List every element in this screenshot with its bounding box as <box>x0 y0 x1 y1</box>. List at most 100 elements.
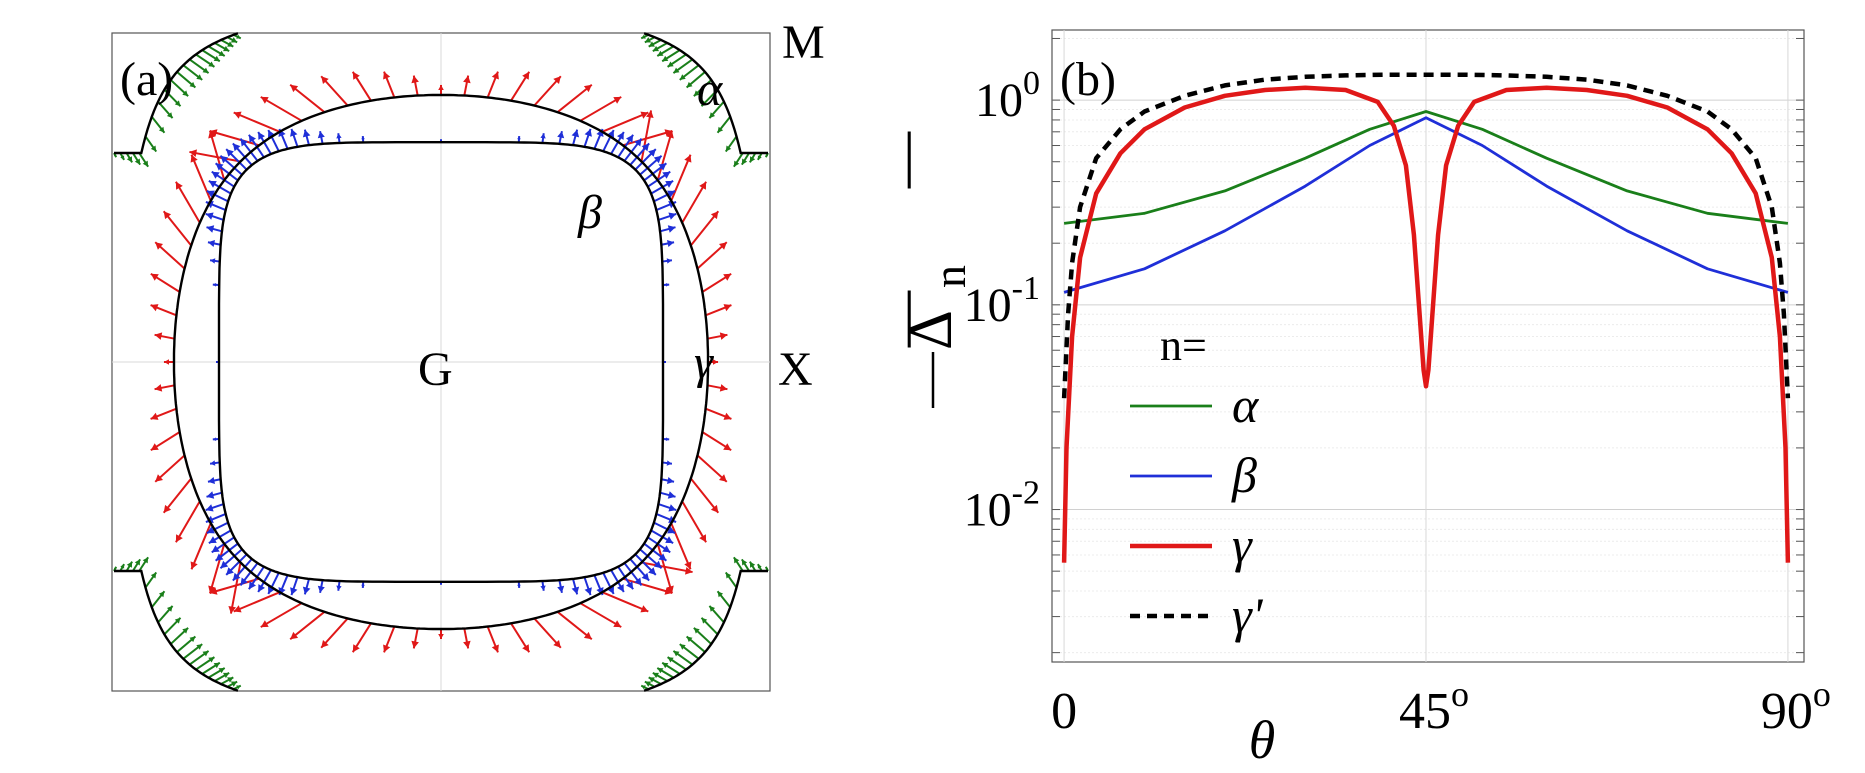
spin-arrowhead <box>701 617 708 624</box>
band-label-gamma: γ <box>694 336 714 389</box>
spin-arrowhead <box>190 561 198 570</box>
spin-arrow <box>681 181 707 224</box>
spin-arrow <box>690 210 720 247</box>
spin-arrowhead <box>302 586 311 595</box>
legend-label-3: γ' <box>1232 587 1264 643</box>
spin-arrowhead <box>248 581 256 590</box>
spin-arrowhead <box>236 685 241 690</box>
spin-arrowhead <box>719 474 727 482</box>
spin-arrowhead <box>685 567 693 575</box>
spin-arrowhead <box>189 149 197 157</box>
spin-arrowhead <box>664 129 673 137</box>
legend: n= αβγ γ' <box>1130 321 1264 643</box>
spin-arrowhead <box>205 212 214 220</box>
spin-arrowhead <box>268 586 275 594</box>
spin-arrowhead <box>260 96 269 104</box>
spin-arrowhead <box>571 129 580 138</box>
spin-arrowhead <box>666 130 674 139</box>
x-tick-label: 90o <box>1761 674 1831 740</box>
spin-arrowhead <box>699 181 707 190</box>
spin-arrowhead <box>175 534 183 543</box>
spin-arrowhead <box>662 662 669 669</box>
spin-arrowhead <box>208 536 217 544</box>
spin-arrowhead <box>228 606 236 614</box>
spin-arrowhead <box>226 567 234 575</box>
spin-arrow <box>209 543 226 594</box>
band-label-alpha: α <box>697 63 723 116</box>
spin-arrowhead <box>361 136 365 140</box>
spin-arrowhead <box>189 81 196 88</box>
spin-arrowhead <box>208 130 216 139</box>
spin-arrowhead <box>150 145 157 152</box>
spin-arrowhead <box>667 225 676 233</box>
alpha-pocket-curve <box>643 32 768 155</box>
spin-arrowhead <box>218 50 225 56</box>
spin-arrowhead <box>717 591 724 598</box>
spin-arrowhead <box>142 160 149 167</box>
spin-arrowhead <box>155 474 163 482</box>
spin-arrowhead <box>652 672 659 679</box>
y-axis-label-bar-left: | <box>903 280 915 348</box>
spin-arrowhead <box>679 644 686 650</box>
spin-arrowhead <box>652 45 659 52</box>
spin-arrowhead <box>209 587 218 595</box>
spin-arrowhead <box>725 145 732 152</box>
spin-arrowhead <box>686 81 693 88</box>
spin-arrowhead <box>667 491 676 499</box>
panel-b-label: (b) <box>1060 53 1116 106</box>
spin-arrowhead <box>208 61 215 67</box>
spin-arrowhead <box>667 526 676 534</box>
spin-arrowhead <box>757 155 762 160</box>
spin-arrowhead <box>236 34 241 39</box>
x-tick-label: 45o <box>1399 674 1469 740</box>
spin-arrowhead <box>648 677 655 683</box>
spin-arrowhead <box>166 112 173 119</box>
spin-arrowhead <box>190 154 198 163</box>
spin-arrowhead <box>232 143 241 152</box>
spin-arrowhead <box>641 685 646 690</box>
spin-arrowhead <box>290 587 298 595</box>
spin-arrowhead <box>684 561 692 570</box>
legend-label-0: α <box>1232 377 1260 433</box>
spin-arrowhead <box>693 90 700 97</box>
spin-arrowhead <box>154 332 163 340</box>
spin-arrowhead <box>584 129 592 137</box>
spin-arrowhead <box>213 55 220 62</box>
spin-arrowhead <box>202 67 209 74</box>
spin-arrowhead <box>679 74 686 80</box>
band-label-beta: β <box>577 186 602 239</box>
spin-arrowhead <box>164 359 169 365</box>
spin-arrowhead <box>120 155 125 160</box>
spin-arrowhead <box>150 412 159 420</box>
spin-arrowhead <box>210 460 216 466</box>
legend-title: n= <box>1160 321 1207 370</box>
spin-arrowhead <box>352 71 360 80</box>
spin-arrow <box>209 130 226 181</box>
fermi-surface-curves <box>114 32 768 692</box>
spin-arrowhead <box>383 71 391 80</box>
spin-arrowhead <box>662 545 671 553</box>
spin-arrowhead <box>463 75 471 84</box>
spin-arrowhead <box>491 71 499 80</box>
spin-arrowhead <box>667 477 675 484</box>
spin-arrow <box>622 130 673 147</box>
spin-arrowhead <box>613 620 622 628</box>
series-lines <box>1061 72 1791 563</box>
spin-arrowhead <box>240 577 248 586</box>
spin-arrow <box>656 543 673 594</box>
spin-arrowhead <box>607 130 614 138</box>
spin-arrow <box>289 611 326 641</box>
spin-arrowhead <box>757 564 762 569</box>
x-tick-labels: 0 45o 90o <box>1051 674 1831 740</box>
spin-texture-arrows <box>113 33 769 691</box>
y-tick-label: 100 <box>975 65 1040 127</box>
spin-arrowhead <box>208 180 217 188</box>
spin-arrowhead <box>584 587 592 595</box>
spin-arrowhead <box>719 384 728 392</box>
spin-arrowhead <box>302 129 311 138</box>
spin-arrowhead <box>166 605 173 612</box>
spin-arrowhead <box>411 640 419 649</box>
spin-arrowhead <box>617 584 624 592</box>
spin-arrow <box>189 150 241 163</box>
panel-a-label: (a) <box>120 53 173 106</box>
